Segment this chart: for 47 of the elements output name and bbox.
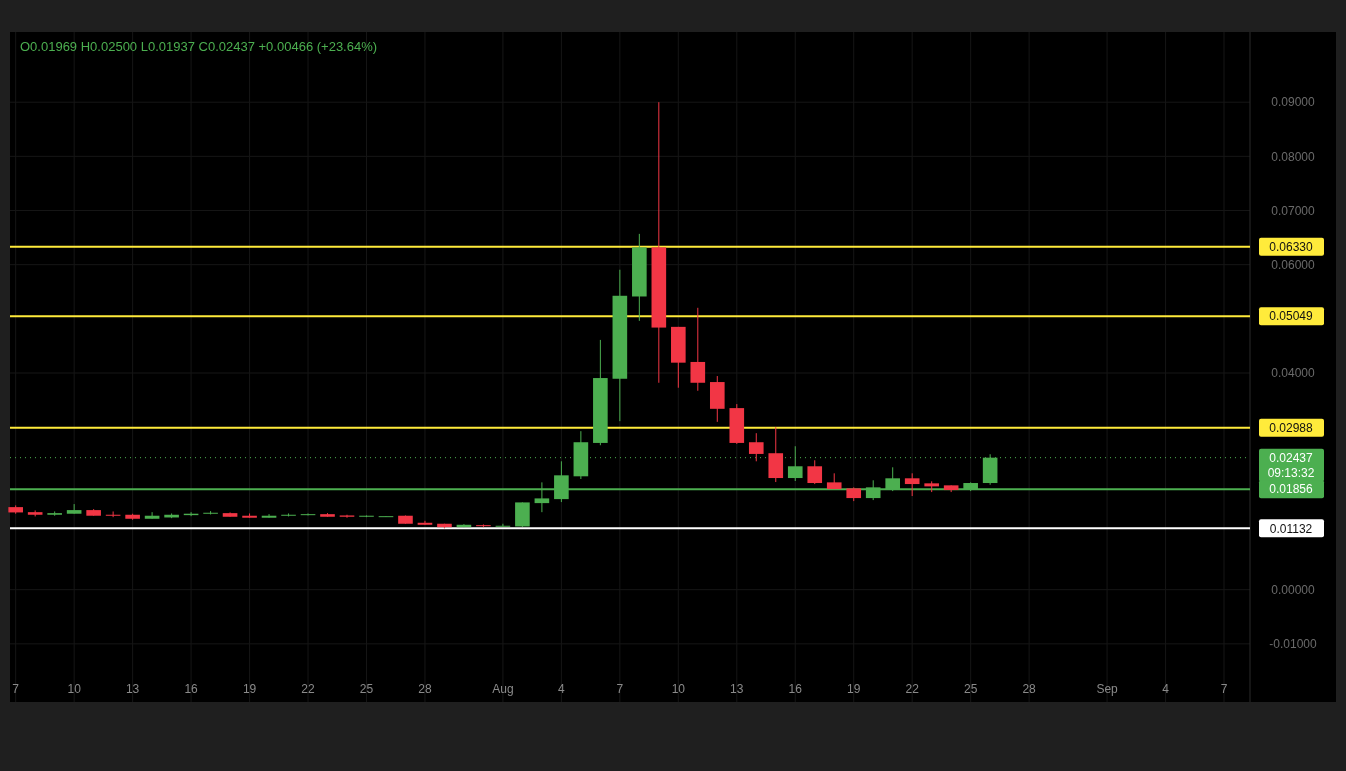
- x-tick-label: 19: [242, 682, 257, 696]
- x-tick-label: 25: [359, 682, 374, 696]
- x-tick-label: 13: [730, 682, 744, 696]
- x-tick-label: 7: [12, 682, 20, 696]
- ref-line-label: 0.01132: [1269, 521, 1313, 536]
- x-tick-label: 22: [905, 682, 920, 696]
- y-tick-label: -0.01000: [1269, 637, 1318, 652]
- text: 09:13:32: [1267, 465, 1315, 480]
- x-tick-label: 4: [558, 682, 566, 696]
- x-tick-label: 7: [1220, 682, 1228, 696]
- candlestick: [690, 307, 706, 392]
- x-tick-label: 16: [788, 682, 803, 696]
- ref-line-label: 0.02988: [1269, 421, 1314, 436]
- ref-line-label: 0.02437: [1269, 450, 1314, 465]
- x-tick-label: 28: [1022, 682, 1037, 696]
- text: O0.01969 H0.02500 L0.01937 C0.02437 +0.00466 (+23.64%): [20, 39, 378, 54]
- candlestick: [807, 459, 823, 485]
- ref-line-label: 0.01856: [1269, 482, 1314, 497]
- candlestick: [300, 512, 316, 516]
- x-tick-label: 25: [963, 682, 978, 696]
- y-tick-label: 0.08000: [1271, 149, 1316, 164]
- x-tick-label: 7: [616, 682, 624, 696]
- x-tick-label: 19: [847, 682, 861, 696]
- y-tick-label: 0.07000: [1271, 203, 1316, 218]
- x-tick-label: 10: [671, 682, 686, 696]
- x-tick-label: 4: [1162, 682, 1170, 696]
- x-tick-label: 10: [67, 682, 82, 696]
- ref-line-label: 0.06330: [1269, 240, 1314, 255]
- candlestick: [787, 445, 803, 482]
- y-tick-label: 0.06000: [1271, 257, 1316, 272]
- y-tick-label: 0.09000: [1271, 95, 1316, 110]
- candlestick: [144, 511, 160, 520]
- x-tick-label: 13: [125, 682, 140, 696]
- x-tick-label: 16: [184, 682, 199, 696]
- ref-line-label: 0.05049: [1269, 309, 1314, 324]
- candlestick: [417, 520, 433, 526]
- x-tick-label: 22: [301, 682, 316, 696]
- y-tick-label: 0.00000: [1271, 582, 1316, 597]
- candlestick: [495, 523, 511, 527]
- x-tick-label: Sep: [1096, 682, 1119, 696]
- candlestick: [105, 510, 121, 518]
- candlestick: [748, 432, 764, 462]
- y-tick-label: 0.04000: [1271, 366, 1316, 381]
- candlestick: [904, 472, 920, 497]
- x-tick-label: Aug: [492, 682, 514, 696]
- x-tick-label: 28: [418, 682, 432, 696]
- candlestick: [261, 513, 277, 519]
